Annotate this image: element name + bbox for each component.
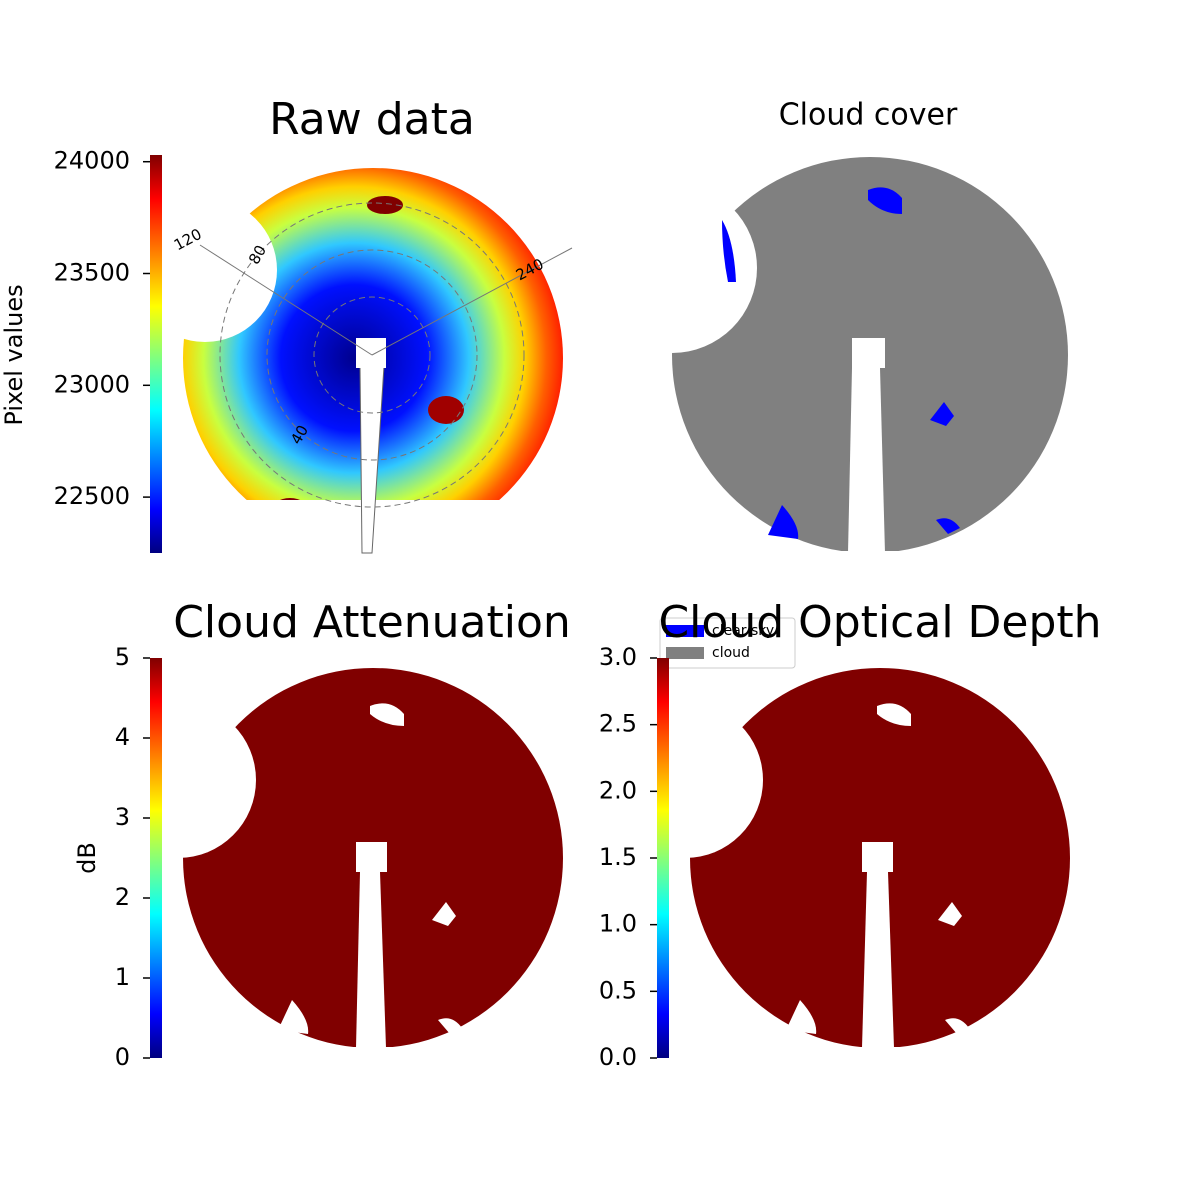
colorbar-tick-label: 4 <box>115 723 130 751</box>
colorbar <box>657 658 669 1058</box>
colorbar-tick-label: 1 <box>115 963 130 991</box>
colorbar-tick-label: 22500 <box>54 482 130 510</box>
colorbar-tick-label: 5 <box>115 643 130 671</box>
raw-image <box>133 168 590 570</box>
colorbar-tick-label: 2 <box>115 883 130 911</box>
colorbar-tick-label: 24000 <box>54 147 130 175</box>
legend-label: clear sky <box>712 623 774 639</box>
colorbar-tick-label: 0.0 <box>599 1043 637 1071</box>
attenuation-image <box>100 668 590 1067</box>
panel-title: Raw data <box>269 94 475 145</box>
colorbar-tick-label: 3.0 <box>599 643 637 671</box>
colorbar-tick-label: 2.0 <box>599 776 637 804</box>
colorbar-tick-label: 2.5 <box>599 710 637 738</box>
legend-label: cloud <box>712 645 750 661</box>
colorbar-tick-label: 3 <box>115 803 130 831</box>
colorbar-tick-label: 0.5 <box>599 976 637 1004</box>
colorbar-tick-label: 1.0 <box>599 910 637 938</box>
cloud-cover-image <box>587 157 1080 571</box>
colorbar-label: dB <box>73 842 101 874</box>
colorbar-label: Pixel values <box>0 284 28 425</box>
colorbar-tick-label: 23000 <box>54 370 130 398</box>
panel-title: Cloud Attenuation <box>173 597 571 648</box>
legend-swatch <box>666 647 704 659</box>
legend-swatch <box>666 625 704 637</box>
colorbar-tick-label: 0 <box>115 1043 130 1071</box>
optical-depth-image <box>607 668 1100 1067</box>
panel-title: Cloud Optical Depth <box>658 597 1101 648</box>
colorbar-tick-label: 1.5 <box>599 843 637 871</box>
colorbar <box>150 658 162 1058</box>
colorbar <box>150 155 162 553</box>
colorbar-tick-label: 23500 <box>54 259 130 287</box>
panel-title: Cloud cover <box>779 98 958 133</box>
